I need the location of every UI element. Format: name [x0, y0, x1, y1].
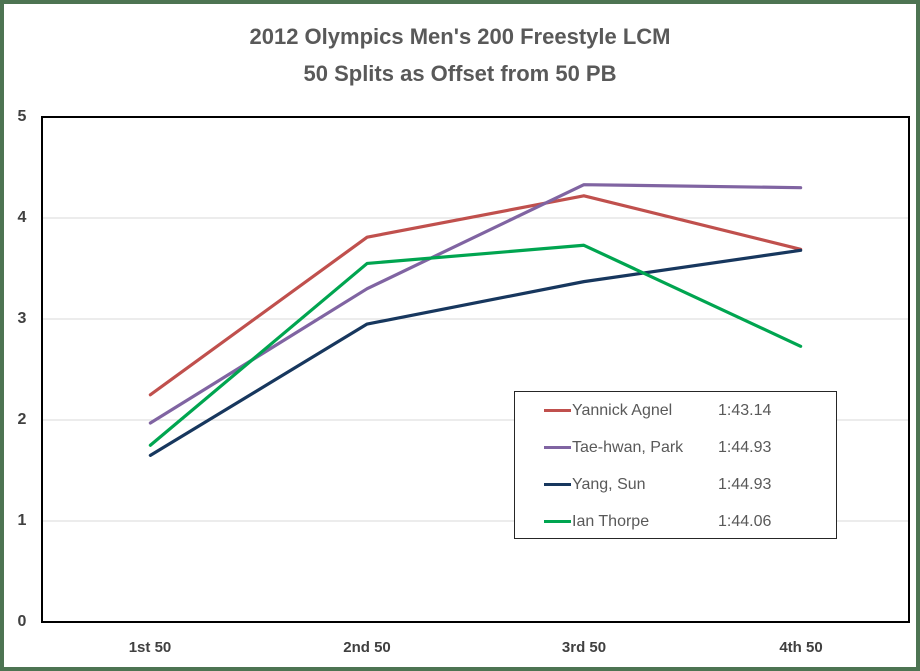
- x-axis-tick-label: 1st 50: [128, 639, 172, 656]
- legend-line-icon: [544, 483, 571, 486]
- series-line-yang-sun: [148, 248, 803, 457]
- legend-item: Yang, Sun 1:44.93: [515, 466, 836, 503]
- legend: Yannick Agnel 1:43.14 Tae-hwan, Park 1:4…: [514, 391, 837, 539]
- y-axis-tick-label: 5: [17, 108, 27, 125]
- series-line-ian-thorpe: [148, 243, 803, 447]
- x-axis-tick-label: 3rd 50: [561, 639, 607, 656]
- legend-series-name: Ian Thorpe: [572, 512, 650, 530]
- legend-item: Yannick Agnel 1:43.14: [515, 392, 836, 429]
- legend-item: Ian Thorpe 1:44.06: [515, 503, 836, 540]
- y-axis-tick-label: 0: [17, 613, 27, 630]
- series-line-yannick-agnel: [148, 194, 803, 397]
- chart-title: 2012 Olympics Men's 200 Freestyle LCM 50…: [4, 18, 916, 92]
- chart-title-line2: 50 Splits as Offset from 50 PB: [303, 61, 617, 86]
- legend-line-icon: [544, 520, 571, 523]
- chart-title-line1: 2012 Olympics Men's 200 Freestyle LCM: [249, 24, 671, 49]
- x-axis-tick-label: 4th 50: [779, 639, 823, 656]
- y-axis-tick-label: 2: [17, 411, 27, 428]
- y-axis-tick-label: 3: [17, 310, 27, 327]
- y-axis-tick-label: 4: [17, 209, 27, 226]
- legend-series-name: Yang, Sun: [572, 475, 646, 493]
- legend-line-icon: [544, 446, 571, 449]
- legend-series-time: 1:44.93: [718, 475, 772, 493]
- legend-line-icon: [544, 409, 571, 412]
- plot-svg: [41, 116, 910, 623]
- legend-series-time: 1:44.93: [718, 438, 772, 456]
- legend-series-time: 1:43.14: [718, 401, 772, 419]
- y-axis-tick-label: 1: [17, 512, 27, 529]
- legend-item: Tae-hwan, Park 1:44.93: [515, 429, 836, 466]
- legend-series-name: Yannick Agnel: [572, 401, 673, 419]
- x-axis-tick-label: 2nd 50: [343, 639, 391, 656]
- plot-border: [41, 116, 910, 623]
- legend-series-time: 1:44.06: [718, 512, 772, 530]
- legend-series-name: Tae-hwan, Park: [572, 438, 684, 456]
